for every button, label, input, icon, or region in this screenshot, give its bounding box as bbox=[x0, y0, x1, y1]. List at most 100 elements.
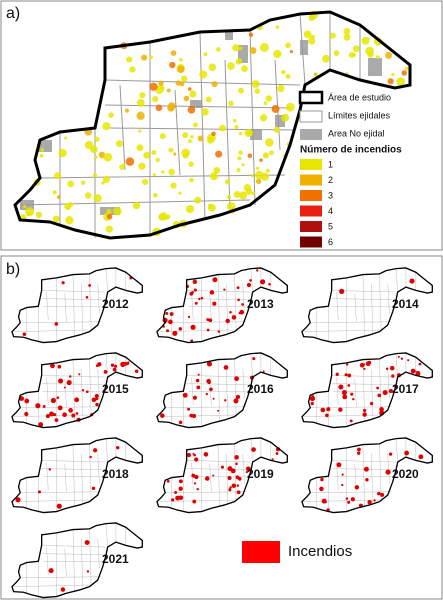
fire-patch bbox=[54, 172, 62, 180]
fire-patch bbox=[232, 44, 240, 52]
fire-patch bbox=[194, 196, 202, 204]
fire-patch bbox=[193, 122, 198, 128]
fire-patch bbox=[348, 51, 355, 58]
fire bbox=[275, 452, 279, 455]
fire-patch bbox=[259, 114, 268, 122]
fire bbox=[110, 363, 115, 367]
fire-patch bbox=[94, 136, 100, 142]
legend-label: 1 bbox=[328, 159, 333, 169]
fire bbox=[194, 457, 199, 462]
fire bbox=[345, 363, 349, 366]
fire-patch bbox=[241, 163, 245, 167]
fire bbox=[178, 420, 183, 425]
fire-patch bbox=[52, 215, 60, 223]
fire bbox=[324, 501, 327, 504]
fire-patch bbox=[241, 65, 248, 73]
fire-patch bbox=[58, 148, 67, 158]
fire bbox=[236, 286, 240, 290]
fire-patch bbox=[239, 191, 248, 200]
fire bbox=[207, 380, 211, 385]
fire-patch bbox=[396, 77, 405, 86]
fire bbox=[367, 500, 372, 505]
fire bbox=[68, 408, 73, 413]
fire-patch bbox=[209, 172, 219, 181]
fire-patch bbox=[173, 152, 177, 156]
fire bbox=[103, 369, 108, 374]
fire bbox=[193, 453, 196, 457]
fire-patch bbox=[149, 82, 158, 91]
fire bbox=[166, 479, 170, 483]
fire-patch bbox=[67, 180, 75, 188]
fire-patch bbox=[56, 195, 61, 200]
year-map bbox=[11, 352, 143, 429]
small-maps: 2012 2013 2014 2015 2016 2017 2018 2019 2020 2021 bbox=[11, 267, 433, 599]
fire bbox=[234, 376, 239, 382]
fire-patch bbox=[281, 70, 286, 75]
fire bbox=[241, 303, 244, 306]
fire bbox=[81, 388, 85, 392]
fire bbox=[251, 447, 256, 452]
fire-patch bbox=[22, 204, 27, 209]
fire bbox=[339, 288, 345, 294]
fire-patch bbox=[215, 150, 223, 158]
fire bbox=[235, 475, 240, 480]
fire-patch bbox=[93, 194, 102, 203]
fire bbox=[189, 413, 194, 418]
fire bbox=[24, 398, 30, 404]
fire-patch bbox=[139, 92, 146, 99]
fire bbox=[407, 359, 410, 362]
fire bbox=[198, 297, 201, 301]
fire-patch bbox=[265, 95, 273, 102]
fire bbox=[48, 468, 52, 471]
fire-patch bbox=[66, 206, 71, 211]
year-map bbox=[11, 522, 143, 599]
fire bbox=[171, 498, 175, 502]
fire-patch bbox=[216, 47, 221, 52]
fire-patch bbox=[129, 66, 136, 73]
fire bbox=[354, 485, 360, 490]
fire bbox=[377, 491, 381, 496]
fire bbox=[268, 282, 271, 286]
year-map bbox=[301, 267, 433, 344]
fire bbox=[362, 412, 367, 417]
fire bbox=[389, 365, 395, 371]
fire bbox=[245, 470, 248, 474]
fire-patch bbox=[178, 57, 183, 62]
fire-patch bbox=[289, 50, 293, 54]
fire-patch bbox=[181, 75, 188, 82]
fire-patch bbox=[273, 126, 280, 133]
fire-patch bbox=[238, 87, 244, 94]
fire-patch bbox=[199, 70, 208, 79]
fire bbox=[233, 398, 239, 404]
legend-label: 4 bbox=[328, 206, 333, 216]
fire-patch bbox=[149, 55, 154, 60]
fire-patch bbox=[361, 36, 370, 45]
fire bbox=[71, 413, 76, 418]
fire-patch bbox=[106, 208, 112, 214]
fire bbox=[223, 288, 226, 291]
fire-patch bbox=[132, 201, 141, 210]
fire bbox=[404, 450, 410, 456]
fire-patch bbox=[167, 104, 175, 112]
fire-patch bbox=[251, 191, 256, 196]
fire bbox=[15, 497, 21, 503]
fire bbox=[212, 277, 218, 283]
fire bbox=[186, 453, 191, 458]
fire-patch bbox=[251, 80, 260, 88]
fire bbox=[61, 281, 65, 285]
fire bbox=[37, 490, 41, 494]
fire bbox=[236, 484, 240, 487]
fire bbox=[223, 365, 229, 370]
fire-patch bbox=[189, 90, 197, 98]
panel-label: b) bbox=[6, 261, 20, 278]
fire bbox=[57, 364, 62, 369]
fire bbox=[134, 369, 139, 373]
fire bbox=[205, 476, 210, 481]
fire-patch bbox=[26, 211, 31, 217]
fire bbox=[208, 318, 213, 323]
fire bbox=[50, 397, 57, 404]
fire-patch bbox=[94, 155, 98, 159]
fire-patch bbox=[64, 136, 68, 140]
year-label: 2019 bbox=[247, 467, 274, 481]
